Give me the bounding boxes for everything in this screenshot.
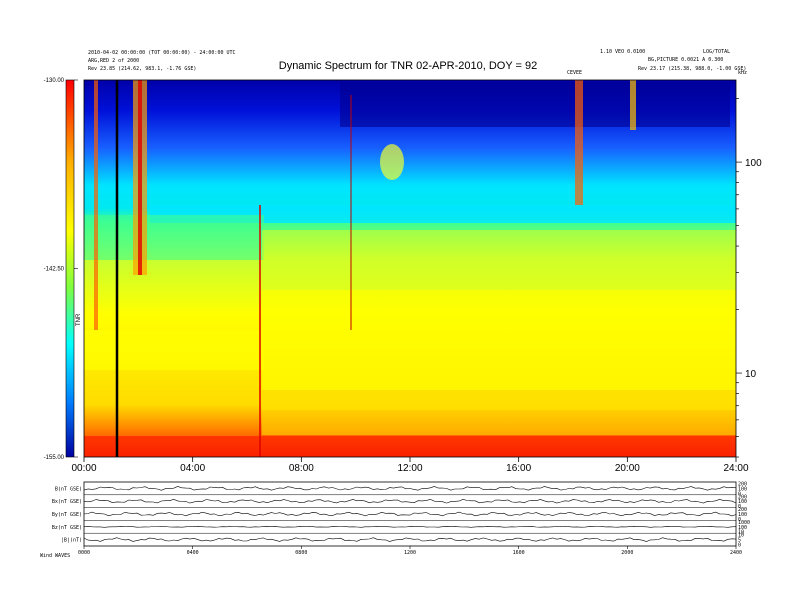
panel-trace <box>83 498 737 504</box>
y-tick-label: 100 <box>745 158 762 169</box>
panel-right-tick: 0 <box>738 504 741 510</box>
green-yellow-band <box>262 230 736 290</box>
panel-right-tick: 100 <box>738 486 747 492</box>
burst-5 <box>630 80 636 130</box>
burst-1 <box>94 80 98 330</box>
y-tick-label: 10 <box>745 369 757 380</box>
bottom-axis-ticks: 0000 0400 0800 1200 1600 2000 2400 <box>78 546 742 556</box>
x-tick-label: 16:00 <box>506 463 531 474</box>
panel-right-tick: 100 <box>738 525 747 531</box>
bottom-tick-label: 2000 <box>621 550 633 556</box>
dark-blue-patch <box>340 82 730 127</box>
x-tick-label: 12:00 <box>397 463 422 474</box>
panel-right-tick: 0 <box>738 491 741 497</box>
panel-trace <box>83 525 737 528</box>
header-left-line1: 2010-04-02 00:00:00 (TOT 00:00:00) - 24:… <box>88 50 236 56</box>
panel-right-tick: 200 <box>738 494 747 500</box>
header-left-line2: ARG,RED 2 of 2000 <box>88 58 139 64</box>
x-axis-ticks: 00:00 04:00 08:00 12:00 16:00 20:00 24:00 <box>71 457 749 474</box>
x-tick-label: 08:00 <box>289 463 314 474</box>
x-tick-label: 24:00 <box>723 463 748 474</box>
colorbar-tick-label: -142.50 <box>44 267 65 273</box>
bottom-tick-label: 1600 <box>513 550 525 556</box>
y-axis-ticks: 100 10 <box>736 98 762 458</box>
panel-right-tick: 200 <box>738 482 747 488</box>
bottom-axis-label: Wind WAVES <box>40 553 70 559</box>
spectrogram <box>84 80 736 457</box>
panel-label: Bz(nT GSE) <box>52 525 82 531</box>
red-bottom-band <box>84 436 736 457</box>
colorbar <box>65 79 75 458</box>
panel-trace <box>83 537 737 542</box>
corner-unit-label: kHz <box>738 70 747 76</box>
panel-right-tick: 0 <box>738 517 741 523</box>
header-right-line2: LOG/TOTAL <box>703 49 730 55</box>
bottom-panels-frame <box>83 481 737 547</box>
header-right-line3: BG,PICTURE 0.0021 A 0.300 <box>648 57 723 63</box>
header-mid-label: CEVEE <box>567 70 582 76</box>
colorbar-label: TNR <box>76 313 82 326</box>
panel-trace <box>83 511 737 517</box>
bright-feature <box>380 144 404 180</box>
panel-label: |B|(nT) <box>61 538 82 544</box>
bottom-tick-label: 2400 <box>730 550 742 556</box>
header-left-line3: Rev 23.85 (214.62, 983.1, -1.76 GSE) <box>88 66 196 72</box>
colorbar-tick-label: -155.00 <box>44 455 65 461</box>
panel-right-tick: 10 <box>738 533 744 539</box>
bottom-tick-label: 0800 <box>295 550 307 556</box>
panel-right-tick: 100 <box>738 499 747 505</box>
chart-title: Dynamic Spectrum for TNR 02-APR-2010, DO… <box>279 60 538 72</box>
x-tick-label: 20:00 <box>615 463 640 474</box>
colorbar-ticks: -130.00 -142.50 -155.00 <box>44 78 78 461</box>
header-right-line4: Rev 23.17 (215.38, 988.0, -1.00 GSE) <box>638 66 746 72</box>
header-right-line1: 1.10 VEO 0.0100 <box>600 49 645 55</box>
colorbar-tick-label: -130.00 <box>44 78 65 84</box>
panel-right-tick: 100 <box>738 512 747 518</box>
orange-yellow-band <box>262 390 736 435</box>
panel-right-tick: 1000 <box>738 520 750 526</box>
x-tick-label: 00:00 <box>71 463 96 474</box>
panel-right-tick: 0 <box>738 543 741 549</box>
panel-trace <box>83 486 737 491</box>
bottom-tick-label: 1200 <box>404 550 416 556</box>
burst-4 <box>575 80 583 205</box>
panel-right-tick: 10 <box>738 530 744 536</box>
bottom-tick-label: 0400 <box>187 550 199 556</box>
green-band-left <box>84 215 264 260</box>
panel-right-tick: 5 <box>738 538 741 544</box>
yellow-band-left <box>84 330 264 370</box>
panel-right-tick: 200 <box>738 507 747 513</box>
panel-label: B(nT GSE) <box>55 486 82 492</box>
bottom-tick-label: 0000 <box>78 550 90 556</box>
panel-label: By(nT GSE) <box>52 512 82 518</box>
panel-label: Bx(nT GSE) <box>52 499 82 505</box>
cyan-band <box>150 205 736 223</box>
x-tick-label: 04:00 <box>180 463 205 474</box>
burst-3 <box>138 80 142 275</box>
